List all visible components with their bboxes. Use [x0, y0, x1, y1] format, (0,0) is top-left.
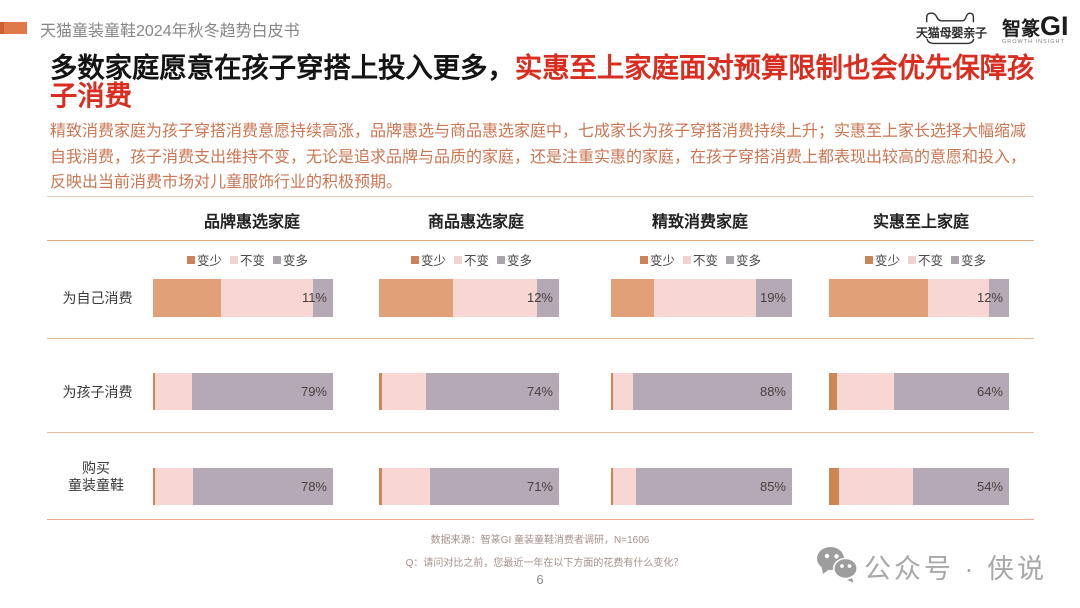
svg-text:天猫母婴亲子: 天猫母婴亲子 — [916, 25, 987, 40]
